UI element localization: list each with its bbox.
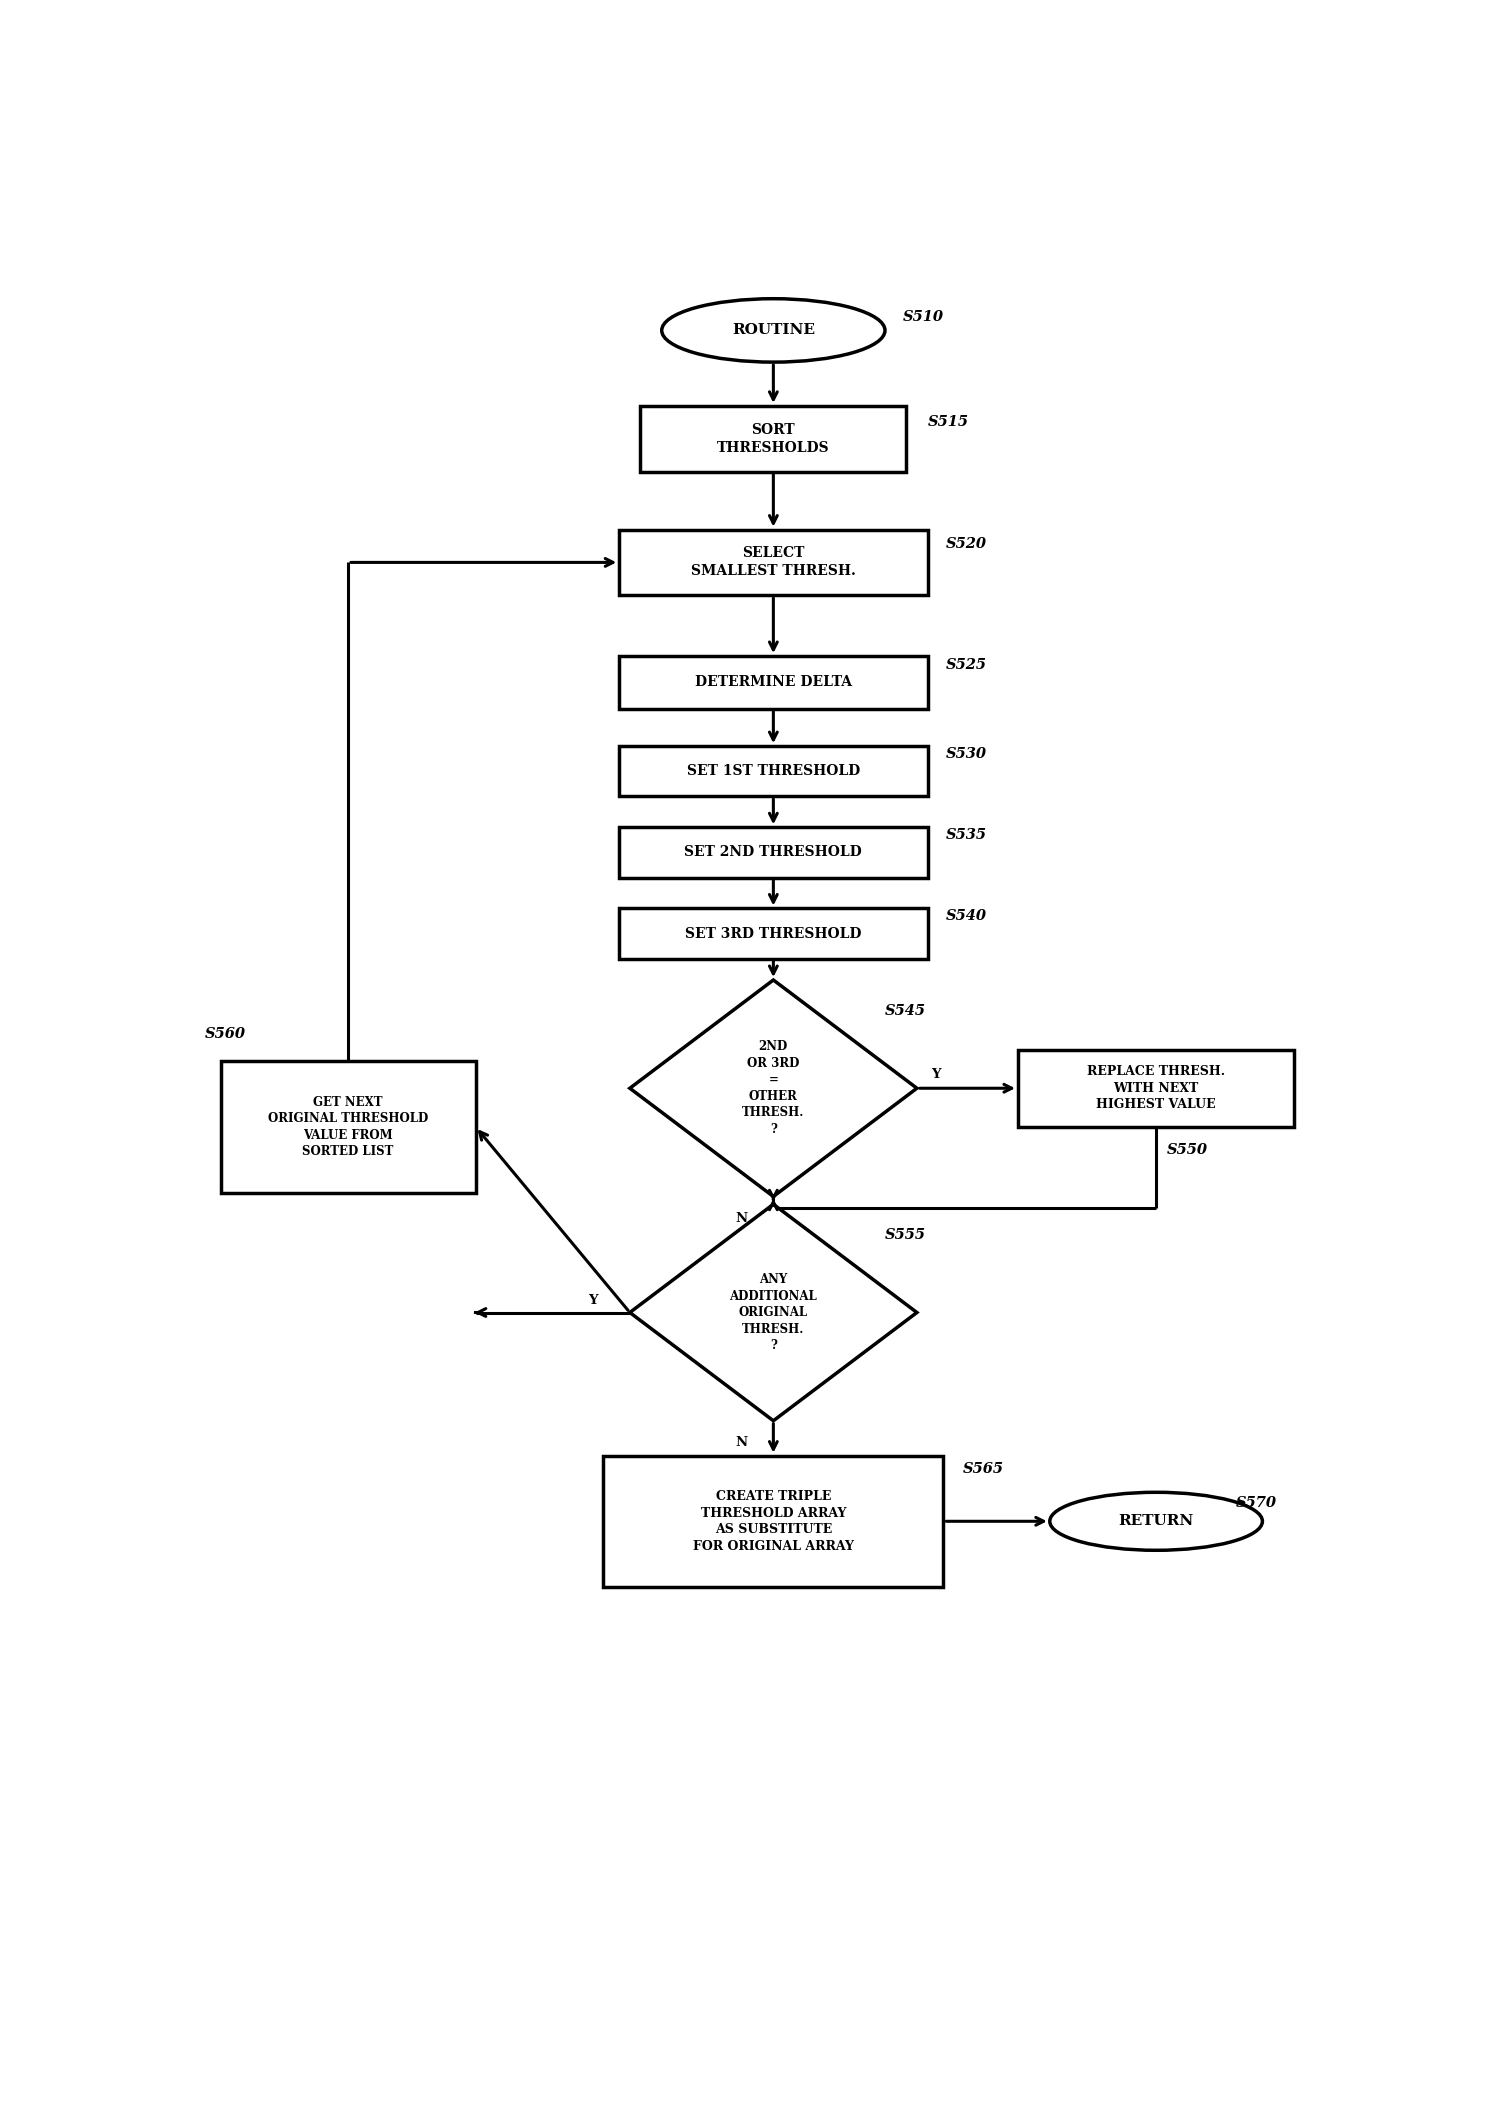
Ellipse shape <box>662 299 884 363</box>
FancyBboxPatch shape <box>640 405 907 472</box>
Text: N: N <box>735 1213 747 1225</box>
Ellipse shape <box>1050 1493 1263 1550</box>
FancyBboxPatch shape <box>220 1061 475 1194</box>
Text: S570: S570 <box>1236 1497 1277 1510</box>
Text: ANY
ADDITIONAL
ORIGINAL
THRESH.
?: ANY ADDITIONAL ORIGINAL THRESH. ? <box>729 1274 818 1352</box>
Text: GET NEXT
ORIGINAL THRESHOLD
VALUE FROM
SORTED LIST: GET NEXT ORIGINAL THRESHOLD VALUE FROM S… <box>269 1097 429 1158</box>
Text: Y: Y <box>589 1295 598 1308</box>
Text: 2ND
OR 3RD
=
OTHER
THRESH.
?: 2ND OR 3RD = OTHER THRESH. ? <box>742 1040 804 1137</box>
Text: S550: S550 <box>1166 1143 1207 1158</box>
Polygon shape <box>629 981 917 1196</box>
Text: SET 3RD THRESHOLD: SET 3RD THRESHOLD <box>685 926 862 941</box>
FancyBboxPatch shape <box>619 656 928 709</box>
Text: S565: S565 <box>963 1462 1003 1476</box>
Text: REPLACE THRESH.
WITH NEXT
HIGHEST VALUE: REPLACE THRESH. WITH NEXT HIGHEST VALUE <box>1086 1065 1225 1111</box>
Text: S560: S560 <box>205 1027 246 1042</box>
Text: CREATE TRIPLE
THRESHOLD ARRAY
AS SUBSTITUTE
FOR ORIGINAL ARRAY: CREATE TRIPLE THRESHOLD ARRAY AS SUBSTIT… <box>693 1491 854 1552</box>
FancyBboxPatch shape <box>619 827 928 877</box>
Text: RETURN: RETURN <box>1118 1514 1194 1529</box>
Text: SET 1ST THRESHOLD: SET 1ST THRESHOLD <box>687 763 860 778</box>
Text: SET 2ND THRESHOLD: SET 2ND THRESHOLD <box>685 846 862 858</box>
Text: S525: S525 <box>946 658 987 673</box>
Text: S555: S555 <box>884 1227 927 1242</box>
Text: S535: S535 <box>946 829 987 841</box>
Text: S520: S520 <box>946 538 987 550</box>
Text: ROUTINE: ROUTINE <box>732 323 815 337</box>
Text: S510: S510 <box>902 310 945 325</box>
Text: S545: S545 <box>884 1004 927 1019</box>
Text: SORT
THRESHOLDS: SORT THRESHOLDS <box>717 422 830 456</box>
FancyBboxPatch shape <box>619 909 928 960</box>
FancyBboxPatch shape <box>619 747 928 797</box>
FancyBboxPatch shape <box>604 1455 943 1586</box>
FancyBboxPatch shape <box>1019 1050 1295 1126</box>
Text: Y: Y <box>931 1067 940 1080</box>
Text: SELECT
SMALLEST THRESH.: SELECT SMALLEST THRESH. <box>691 546 856 578</box>
Text: S530: S530 <box>946 747 987 761</box>
FancyBboxPatch shape <box>619 529 928 595</box>
Text: DETERMINE DELTA: DETERMINE DELTA <box>694 675 853 690</box>
Text: S540: S540 <box>946 909 987 924</box>
Polygon shape <box>629 1204 917 1421</box>
Text: N: N <box>735 1436 747 1449</box>
Text: S515: S515 <box>928 415 969 428</box>
